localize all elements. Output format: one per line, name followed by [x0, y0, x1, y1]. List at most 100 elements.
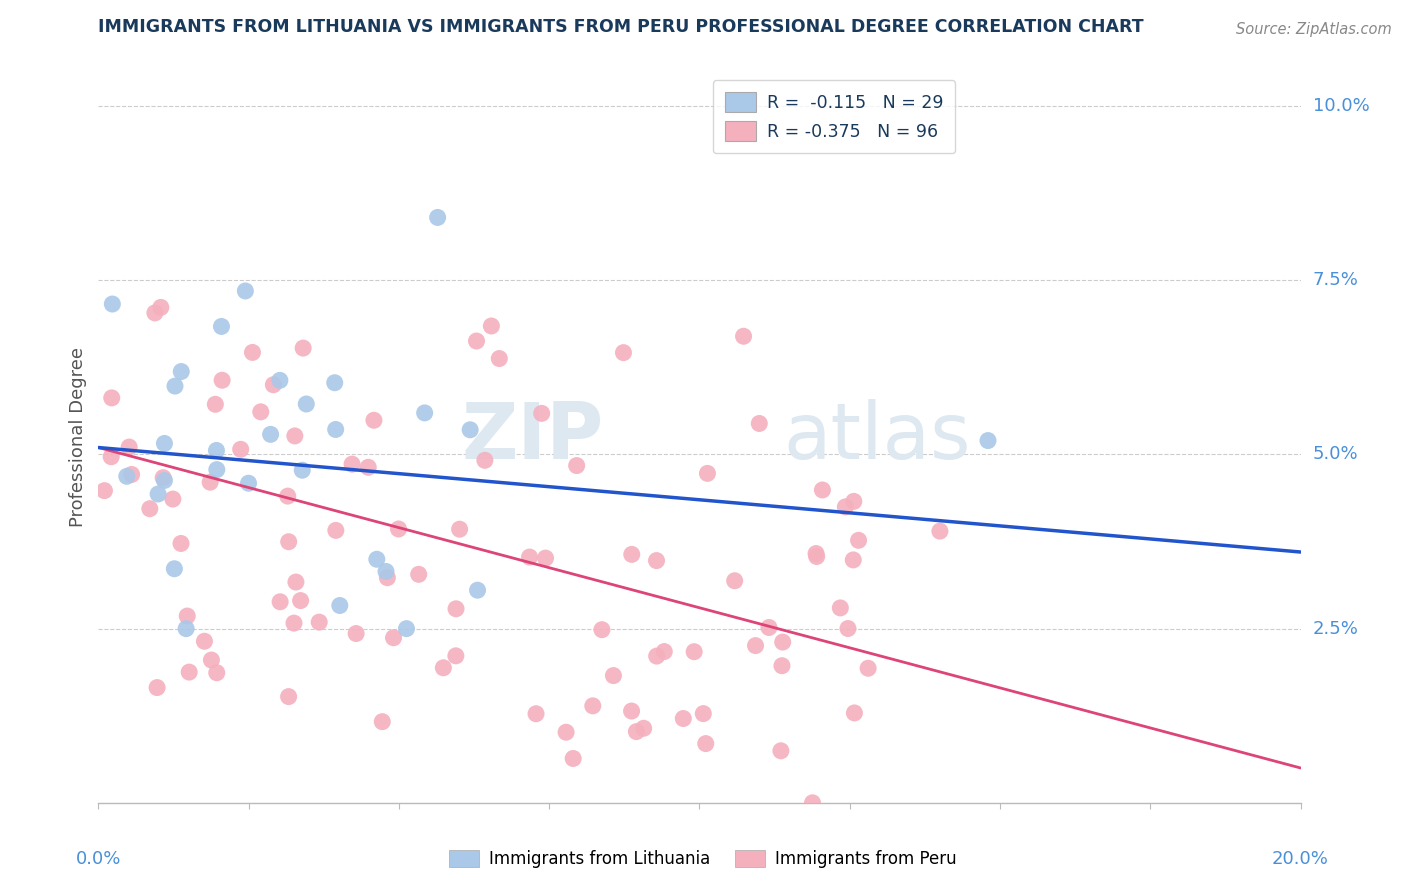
Point	[612, 345, 634, 359]
Point	[205, 665, 228, 680]
Point	[830, 601, 852, 615]
Text: 0.0%: 0.0%	[76, 850, 121, 868]
Text: 20.0%: 20.0%	[1272, 850, 1329, 868]
Text: 5.0%: 5.0%	[1313, 445, 1358, 464]
Point	[426, 211, 449, 225]
Point	[633, 721, 655, 735]
Point	[143, 306, 166, 320]
Point	[387, 522, 409, 536]
Point	[363, 413, 385, 427]
Point	[724, 574, 747, 588]
Point	[211, 319, 233, 334]
Point	[121, 467, 143, 482]
Point	[444, 648, 467, 663]
Point	[519, 550, 541, 565]
Point	[620, 548, 643, 562]
Point	[620, 704, 643, 718]
Point	[146, 681, 169, 695]
Point	[804, 547, 827, 561]
Point	[344, 626, 367, 640]
Point	[444, 601, 467, 615]
Point	[591, 623, 613, 637]
Point	[413, 406, 436, 420]
Point	[602, 668, 624, 682]
Point	[146, 487, 169, 501]
Point	[170, 365, 193, 379]
Point	[696, 467, 718, 481]
Point	[101, 297, 124, 311]
Point	[153, 474, 176, 488]
Point	[929, 524, 952, 538]
Point	[733, 329, 755, 343]
Point	[377, 571, 399, 585]
Point	[269, 373, 291, 387]
Point	[149, 301, 172, 315]
Point	[238, 476, 260, 491]
Point	[844, 706, 866, 720]
Text: 2.5%: 2.5%	[1313, 620, 1358, 638]
Point	[683, 645, 706, 659]
Point	[205, 443, 228, 458]
Point	[162, 491, 184, 506]
Point	[152, 471, 174, 485]
Text: atlas: atlas	[783, 399, 972, 475]
Point	[176, 609, 198, 624]
Point	[100, 391, 122, 405]
Point	[645, 553, 668, 567]
Y-axis label: Professional Degree: Professional Degree	[69, 347, 87, 527]
Point	[758, 620, 780, 634]
Point	[582, 698, 605, 713]
Point	[848, 533, 870, 548]
Text: Source: ZipAtlas.com: Source: ZipAtlas.com	[1236, 22, 1392, 37]
Point	[371, 714, 394, 729]
Point	[100, 450, 122, 464]
Point	[408, 567, 430, 582]
Point	[488, 351, 510, 366]
Point	[565, 458, 588, 473]
Point	[524, 706, 547, 721]
Point	[163, 562, 186, 576]
Point	[269, 595, 291, 609]
Legend: R =  -0.115   N = 29, R = -0.375   N = 96: R = -0.115 N = 29, R = -0.375 N = 96	[713, 80, 955, 153]
Point	[193, 634, 215, 648]
Point	[211, 373, 233, 387]
Point	[205, 462, 228, 476]
Point	[672, 712, 695, 726]
Point	[856, 661, 879, 675]
Point	[977, 434, 1000, 448]
Point	[204, 397, 226, 411]
Point	[290, 593, 312, 607]
Point	[200, 653, 222, 667]
Point	[801, 796, 824, 810]
Point	[744, 639, 766, 653]
Point	[770, 658, 793, 673]
Point	[458, 423, 481, 437]
Point	[262, 377, 284, 392]
Point	[325, 524, 347, 538]
Text: 7.5%: 7.5%	[1313, 271, 1358, 289]
Point	[325, 422, 347, 436]
Point	[115, 469, 138, 483]
Point	[449, 522, 471, 536]
Point	[626, 724, 648, 739]
Point	[259, 427, 281, 442]
Point	[292, 341, 315, 355]
Point	[229, 442, 252, 457]
Text: ZIP: ZIP	[461, 399, 603, 475]
Point	[375, 565, 398, 579]
Point	[174, 622, 197, 636]
Point	[467, 583, 489, 598]
Point	[806, 549, 828, 564]
Point	[748, 417, 770, 431]
Point	[695, 737, 717, 751]
Point	[562, 751, 585, 765]
Point	[153, 436, 176, 450]
Point	[530, 406, 553, 420]
Point	[474, 453, 496, 467]
Point	[366, 552, 388, 566]
Point	[323, 376, 346, 390]
Point	[93, 483, 115, 498]
Point	[139, 501, 162, 516]
Text: IMMIGRANTS FROM LITHUANIA VS IMMIGRANTS FROM PERU PROFESSIONAL DEGREE CORRELATIO: IMMIGRANTS FROM LITHUANIA VS IMMIGRANTS …	[98, 18, 1144, 36]
Point	[249, 405, 271, 419]
